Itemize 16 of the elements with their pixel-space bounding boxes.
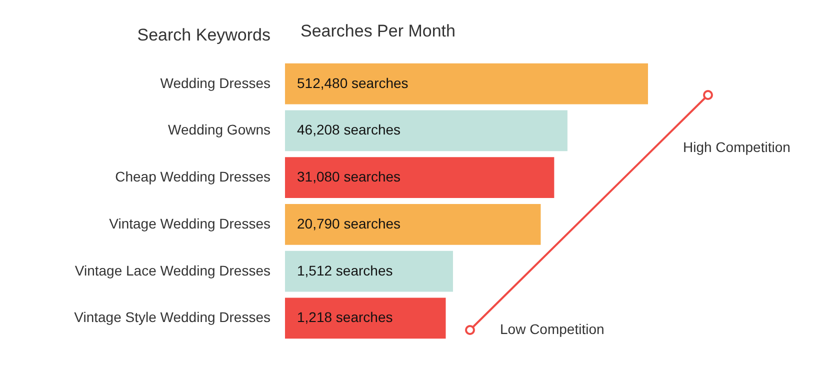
data-label: 512,480 searches: [297, 74, 408, 91]
data-label: 1,512 searches: [297, 262, 393, 278]
data-label: 31,080 searches: [297, 168, 401, 185]
y-axis-title: Search Keywords: [137, 26, 270, 44]
data-label: 46,208 searches: [297, 122, 401, 138]
y-tick-label: Wedding Gowns: [168, 122, 270, 138]
y-tick-label: Cheap Wedding Dresses: [115, 168, 270, 185]
x-axis-title: Searches Per Month: [300, 22, 456, 40]
y-tick-label: Wedding Dresses: [160, 74, 270, 91]
annotation: Low Competition: [500, 321, 604, 337]
y-tick-label: Vintage Style Wedding Dresses: [74, 309, 270, 326]
y-tick-label: Vintage Wedding Dresses: [109, 215, 270, 232]
text: High Competition: [683, 139, 790, 155]
y-tick-label: Vintage Lace Wedding Dresses: [74, 262, 270, 278]
data-label: 1,218 searches: [297, 309, 393, 326]
data-label: 20,790 searches: [297, 215, 401, 232]
